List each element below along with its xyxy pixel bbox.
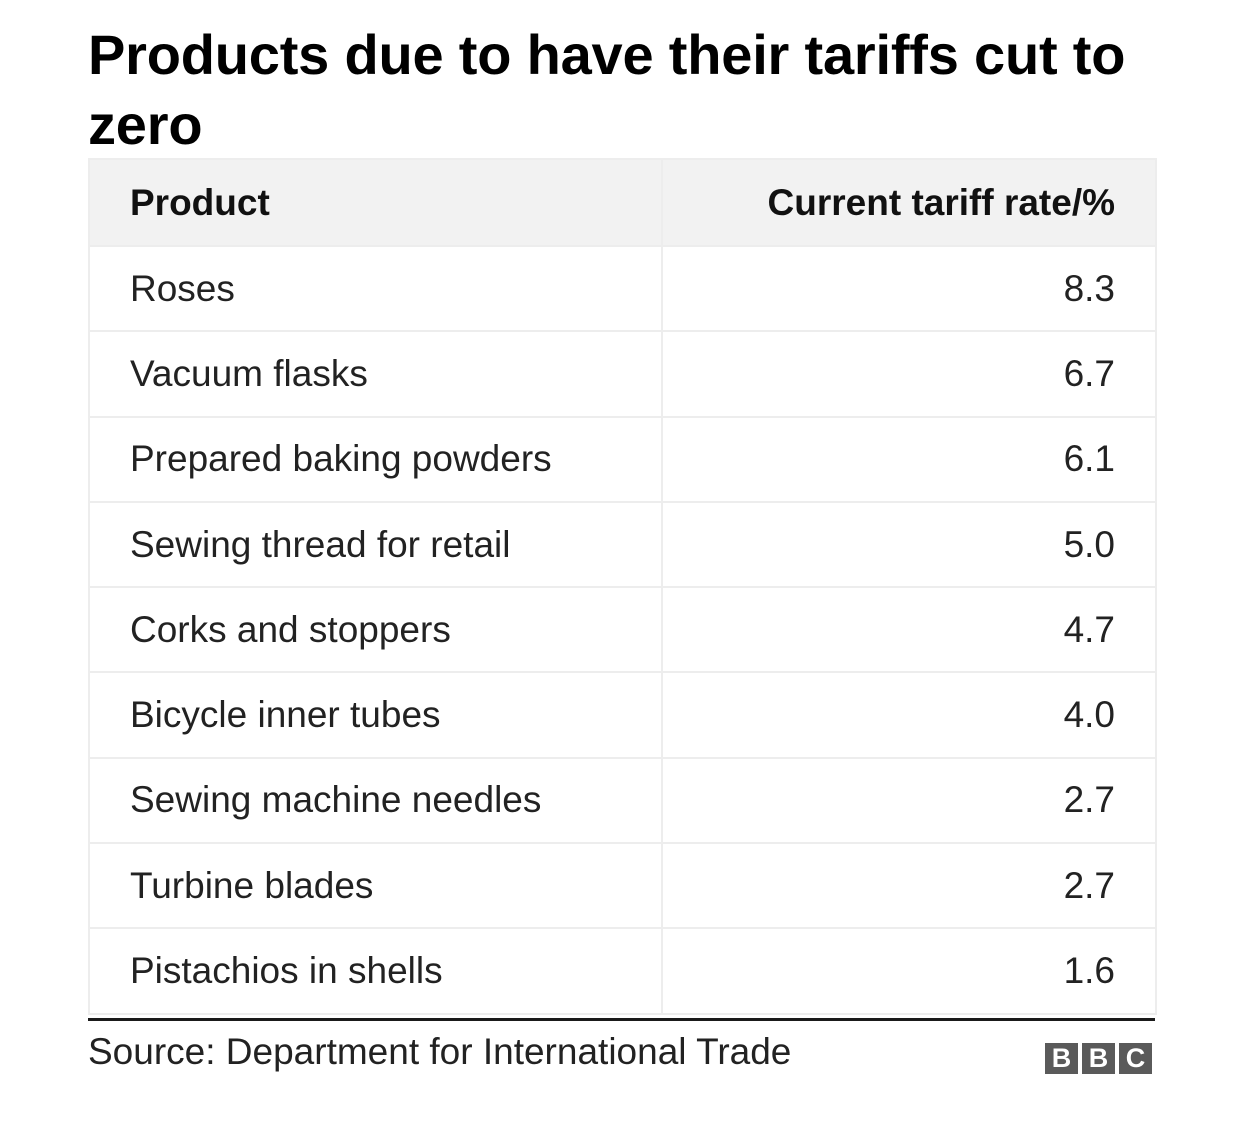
product-cell: Corks and stoppers <box>88 586 663 674</box>
tariff-rate-cell: 2.7 <box>661 842 1157 930</box>
product-cell: Roses <box>88 244 663 333</box>
table-row: Pistachios in shells 1.6 <box>88 927 1157 1015</box>
table-row: Sewing thread for retail 5.0 <box>88 500 1157 589</box>
table-row: Prepared baking powders 6.1 <box>88 415 1157 503</box>
column-header-rate: Current tariff rate/% <box>661 158 1157 247</box>
product-cell: Sewing machine needles <box>88 756 663 845</box>
source-note: Source: Department for International Tra… <box>88 1031 792 1072</box>
table-row: Vacuum flasks 6.7 <box>88 330 1157 418</box>
tariff-rate-cell: 1.6 <box>661 927 1157 1015</box>
tariff-rate-cell: 4.7 <box>661 586 1157 674</box>
product-cell: Sewing thread for retail <box>88 500 663 589</box>
header-row: Product Current tariff rate/% <box>88 158 1157 247</box>
tariff-rate-cell: 8.3 <box>661 244 1157 333</box>
tariff-rate-cell: 4.0 <box>661 671 1157 759</box>
table-row: Turbine blades 2.7 <box>88 842 1157 930</box>
table-row: Sewing machine needles 2.7 <box>88 756 1157 845</box>
table-row: Corks and stoppers 4.7 <box>88 586 1157 674</box>
tariff-table: Product Current tariff rate/% Roses 8.3 Va… <box>88 158 1157 1015</box>
tariff-rate-cell: 2.7 <box>661 756 1157 845</box>
tariff-rate-cell: 6.7 <box>661 330 1157 418</box>
column-header-product: Product <box>88 158 663 247</box>
bbc-logo: B B C <box>1045 1043 1152 1074</box>
product-cell: Vacuum flasks <box>88 330 663 418</box>
footer-rule <box>88 1018 1155 1021</box>
tariff-rate-cell: 6.1 <box>661 415 1157 503</box>
chart-title: Products due to have their tariffs cut t… <box>88 23 1126 156</box>
bbc-logo-letter: C <box>1119 1043 1152 1074</box>
product-cell: Turbine blades <box>88 842 663 930</box>
table-header: Product Current tariff rate/% <box>88 158 1157 247</box>
tariff-rate-cell: 5.0 <box>661 500 1157 589</box>
product-cell: Bicycle inner tubes <box>88 671 663 759</box>
table-body: Roses 8.3 Vacuum flasks 6.7 Prepared baking … <box>88 244 1157 1015</box>
table-row: Bicycle inner tubes 4.0 <box>88 671 1157 759</box>
bbc-logo-letter: B <box>1045 1043 1078 1074</box>
product-cell: Prepared baking powders <box>88 415 663 503</box>
table-row: Roses 8.3 <box>88 244 1157 333</box>
product-cell: Pistachios in shells <box>88 927 663 1015</box>
bbc-logo-letter: B <box>1082 1043 1115 1074</box>
